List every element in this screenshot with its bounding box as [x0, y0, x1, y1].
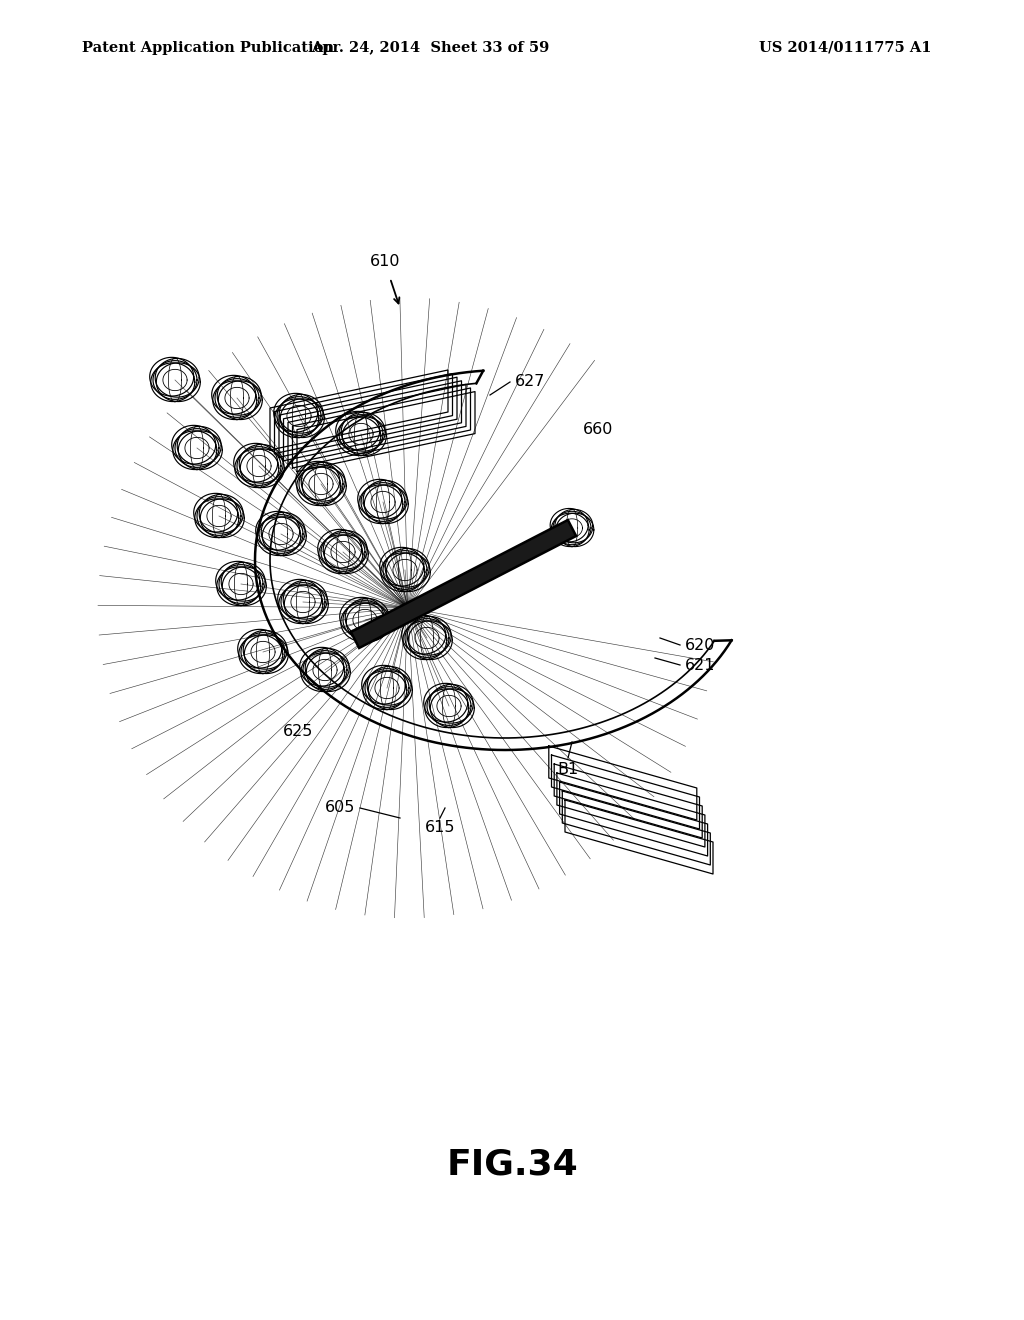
- Text: 615: 615: [425, 821, 456, 836]
- Text: Apr. 24, 2014  Sheet 33 of 59: Apr. 24, 2014 Sheet 33 of 59: [311, 41, 549, 54]
- Polygon shape: [351, 520, 577, 648]
- Text: 610: 610: [370, 255, 400, 269]
- Text: 605: 605: [325, 800, 355, 816]
- Text: 660: 660: [583, 422, 613, 437]
- Text: FIG.34: FIG.34: [446, 1147, 578, 1181]
- Text: 621: 621: [685, 657, 715, 672]
- Text: 620: 620: [685, 638, 715, 652]
- Text: Patent Application Publication: Patent Application Publication: [82, 41, 334, 54]
- Text: 625: 625: [283, 725, 313, 739]
- Text: B1: B1: [557, 763, 579, 777]
- Text: 627: 627: [515, 375, 545, 389]
- Text: US 2014/0111775 A1: US 2014/0111775 A1: [760, 41, 932, 54]
